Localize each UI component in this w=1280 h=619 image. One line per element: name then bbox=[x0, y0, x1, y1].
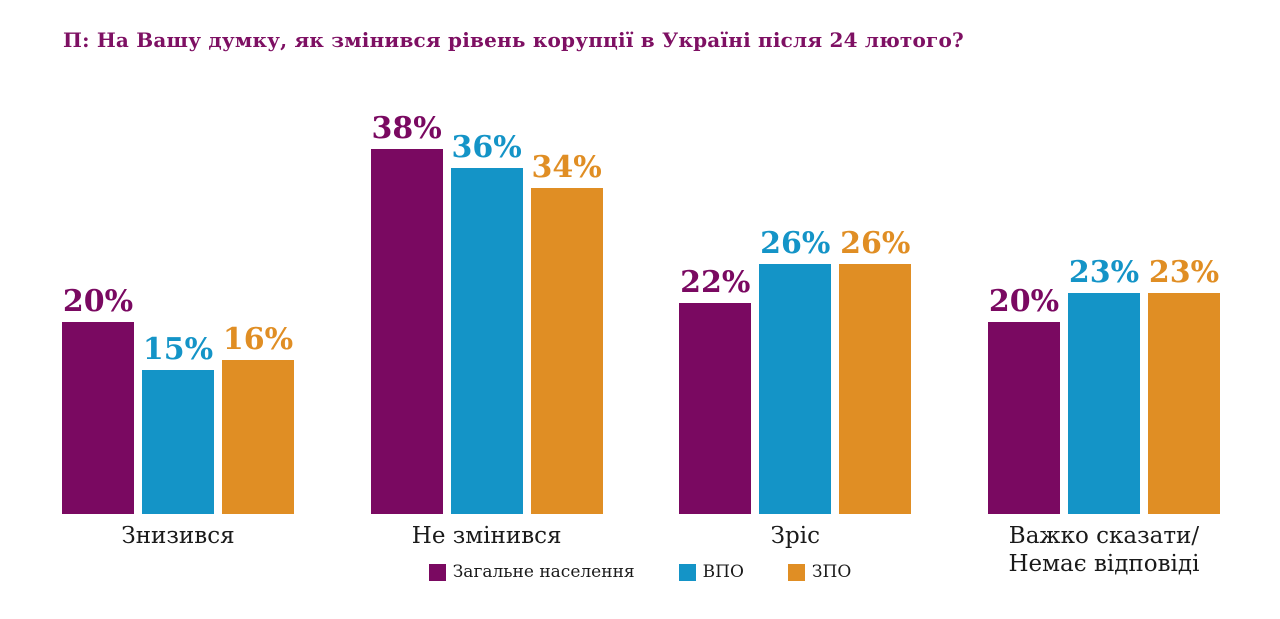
bar bbox=[530, 188, 603, 514]
bar-value-label: 20% bbox=[988, 284, 1060, 319]
bar bbox=[839, 264, 912, 514]
legend-item: ЗПО bbox=[787, 562, 852, 583]
legend: Загальне населення ВПО ЗПО bbox=[0, 562, 1280, 582]
bars-row: 38% 36% 34% bbox=[370, 94, 603, 514]
category-label: Зріс bbox=[770, 523, 820, 549]
bar bbox=[62, 322, 134, 514]
bar bbox=[1147, 293, 1220, 514]
legend-item: Загальне населення bbox=[428, 562, 635, 583]
chart-area: 20% 15% 16% Знизився 38% 36% 34% Не змінився 22%… bbox=[0, 94, 1280, 578]
bar-value-label: 26% bbox=[840, 226, 911, 261]
legend-swatch bbox=[428, 563, 446, 581]
legend-label: ЗПО bbox=[811, 562, 852, 583]
bar-value-label: 38% bbox=[371, 111, 442, 146]
bar-value-label: 16% bbox=[222, 322, 294, 357]
bar-column: 36% bbox=[450, 130, 523, 514]
bar-column: 26% bbox=[839, 226, 912, 514]
bar-column: 16% bbox=[222, 325, 294, 514]
bar-column: 20% bbox=[987, 284, 1060, 514]
bar-value-label: 20% bbox=[62, 284, 134, 319]
bar-value-label: 15% bbox=[142, 332, 214, 367]
bar bbox=[370, 149, 443, 514]
legend-label: Загальне населення bbox=[452, 562, 635, 583]
bar bbox=[679, 303, 752, 514]
bar-value-label: 36% bbox=[451, 130, 522, 165]
bar-value-label: 23% bbox=[1148, 255, 1220, 290]
bar bbox=[1067, 293, 1140, 514]
bars-row: 20% 15% 16% bbox=[62, 94, 294, 514]
legend-swatch bbox=[678, 563, 696, 581]
bar bbox=[987, 322, 1060, 514]
bar-group: 20% 23% 23% Важко сказати/ Немає відповіді bbox=[987, 94, 1220, 578]
bar bbox=[450, 168, 523, 514]
category-label: Важко сказати/ Немає відповіді bbox=[1008, 523, 1200, 578]
bar-column: 20% bbox=[62, 287, 134, 514]
bar-value-label: 26% bbox=[760, 226, 831, 261]
legend-item: ВПО bbox=[678, 562, 744, 583]
bar-value-label: 23% bbox=[1068, 255, 1140, 290]
bar-group: 22% 26% 26% Зріс bbox=[679, 94, 912, 550]
bar-group: 20% 15% 16% Знизився bbox=[62, 94, 294, 550]
bar-column: 22% bbox=[679, 265, 752, 514]
category-label: Не змінився bbox=[411, 523, 562, 549]
chart-title: П: На Вашу думку, як змінився рівень кор… bbox=[63, 28, 964, 52]
bar-column: 38% bbox=[370, 111, 443, 514]
bar-value-label: 22% bbox=[680, 265, 751, 300]
bar-column: 23% bbox=[1067, 255, 1140, 514]
bar-column: 34% bbox=[530, 150, 603, 514]
bar-column: 23% bbox=[1147, 255, 1220, 514]
bar bbox=[142, 370, 214, 514]
legend-label: ВПО bbox=[702, 562, 744, 583]
bar bbox=[759, 264, 832, 514]
bars-row: 20% 23% 23% bbox=[987, 94, 1220, 514]
bars-row: 22% 26% 26% bbox=[679, 94, 912, 514]
bar-group: 38% 36% 34% Не змінився bbox=[370, 94, 603, 550]
bar bbox=[222, 360, 294, 514]
legend-swatch bbox=[787, 563, 805, 581]
bar-column: 26% bbox=[759, 226, 832, 514]
bar-value-label: 34% bbox=[531, 150, 602, 185]
category-label: Знизився bbox=[121, 523, 235, 549]
bar-column: 15% bbox=[142, 335, 214, 514]
